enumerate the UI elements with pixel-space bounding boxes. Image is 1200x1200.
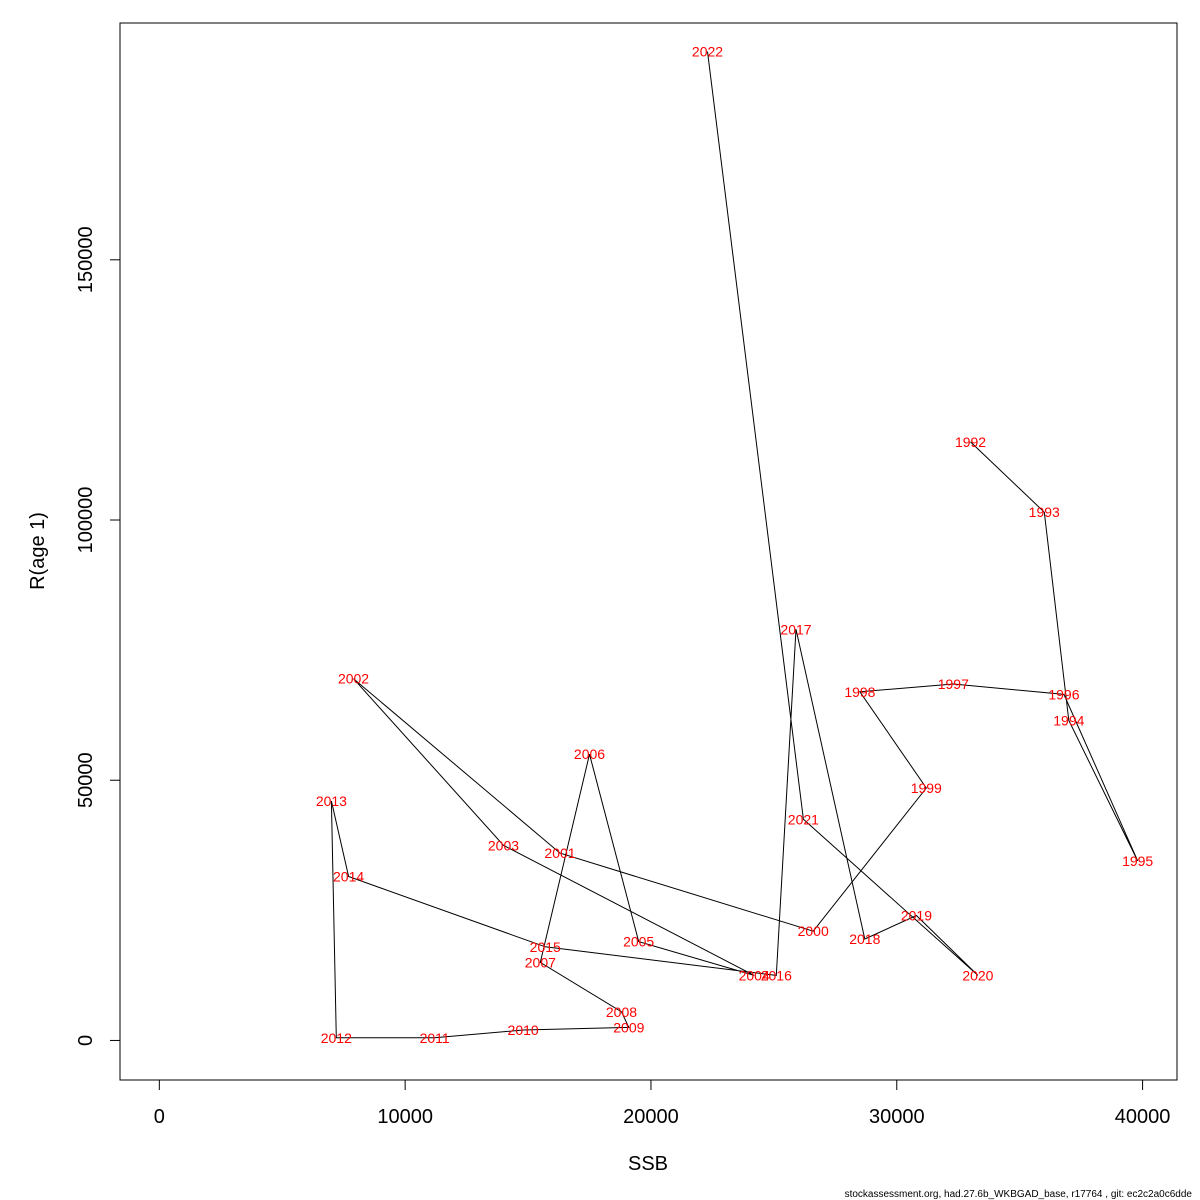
year-label: 2020 [962,967,993,983]
stock-recruitment-series [330,51,1139,1039]
x-axis: 0 10000 20000 30000 40000 [154,1079,1171,1128]
x-tick-label: 20000 [623,1106,679,1128]
y-axis: 0 50000 100000 150000 [75,226,121,1046]
y-tick-label: 100000 [75,487,97,554]
year-label: 2002 [338,671,369,687]
year-label: 2021 [788,811,819,827]
y-tick-label: 150000 [75,226,97,293]
year-labels: 1992 1993 1994 1995 1996 1997 1998 1999 2000 2001… [316,44,1154,1046]
y-tick-label: 50000 [75,752,97,808]
year-label: 1998 [844,684,875,700]
year-label: 2015 [530,939,561,955]
x-tick-label: 40000 [1115,1106,1171,1128]
year-label: 2013 [316,793,347,809]
x-tick-label: 10000 [377,1106,433,1128]
year-label: 2019 [901,908,932,924]
year-label: 1999 [911,780,942,796]
year-label: 2017 [780,621,811,637]
year-label: 2008 [606,1004,637,1020]
year-label: 2006 [574,746,605,762]
plot-frame [119,22,1178,1081]
year-label: 2001 [544,845,575,861]
year-label: 2000 [798,923,829,939]
year-label: 2014 [333,869,364,885]
year-label: 2022 [692,44,723,60]
year-label: 2012 [321,1030,352,1046]
year-label: 1995 [1122,853,1153,869]
year-label: 2007 [525,954,556,970]
year-label: 1996 [1048,686,1079,702]
year-label: 2011 [420,1030,450,1046]
recruitment-trajectory-line [330,51,1139,1039]
year-label: 2016 [761,967,792,983]
year-label: 2009 [613,1019,644,1035]
year-label: 1992 [955,434,986,450]
year-label: 2004 [739,967,770,983]
x-axis-title: SSB [628,1153,668,1175]
y-tick-label: 0 [75,1035,97,1046]
year-label: 2010 [508,1022,539,1038]
footer-text: stockassessment.org, had.27.6b_WKBGAD_ba… [845,1189,1193,1200]
year-label: 2005 [623,934,654,950]
year-label: 1994 [1053,712,1084,728]
year-label: 1993 [1029,504,1060,520]
x-tick-label: 0 [154,1106,165,1128]
y-axis-title: R(age 1) [27,512,49,590]
x-tick-label: 30000 [869,1106,925,1128]
year-label: 2018 [849,931,880,947]
year-label: 2003 [488,837,519,853]
year-label: 1997 [938,676,969,692]
